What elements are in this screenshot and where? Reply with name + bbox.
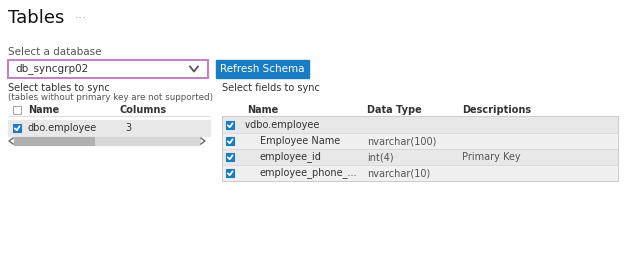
Text: Refresh Schema: Refresh Schema xyxy=(220,64,305,74)
Text: employee_id: employee_id xyxy=(260,152,322,163)
Bar xyxy=(222,149,618,165)
Bar xyxy=(14,137,200,145)
Text: Select tables to sync: Select tables to sync xyxy=(8,83,110,93)
Text: Primary Key: Primary Key xyxy=(462,152,520,162)
Text: Select a database: Select a database xyxy=(8,47,102,57)
Bar xyxy=(8,60,208,78)
Bar xyxy=(8,120,210,136)
Bar xyxy=(226,169,234,177)
Bar xyxy=(13,124,21,132)
Text: Select fields to sync: Select fields to sync xyxy=(222,83,320,93)
Bar xyxy=(222,165,618,181)
Text: Data Type: Data Type xyxy=(367,105,422,115)
Text: Name: Name xyxy=(28,105,59,115)
Text: dbo.employee: dbo.employee xyxy=(28,123,97,133)
Bar xyxy=(226,137,234,145)
Bar xyxy=(226,153,234,161)
Text: Tables: Tables xyxy=(8,9,64,27)
Bar xyxy=(222,116,618,181)
Text: nvarchar(10): nvarchar(10) xyxy=(367,168,431,178)
Bar xyxy=(13,106,21,114)
Text: ∨dbo.employee: ∨dbo.employee xyxy=(244,120,320,130)
Bar xyxy=(222,117,618,133)
Text: 3: 3 xyxy=(125,123,131,133)
Text: (tables without primary key are not supported): (tables without primary key are not supp… xyxy=(8,92,213,102)
Text: employee_phone_...: employee_phone_... xyxy=(260,168,358,179)
Bar xyxy=(226,121,234,129)
Text: Columns: Columns xyxy=(120,105,167,115)
Bar xyxy=(222,133,618,149)
Text: Descriptions: Descriptions xyxy=(462,105,531,115)
Text: int(4): int(4) xyxy=(367,152,394,162)
Text: Name: Name xyxy=(247,105,278,115)
Text: ···: ··· xyxy=(75,12,87,25)
Bar xyxy=(216,60,309,78)
Bar xyxy=(14,137,94,145)
Text: db_syncgrp02: db_syncgrp02 xyxy=(15,63,88,75)
Text: Employee Name: Employee Name xyxy=(260,136,340,146)
Text: nvarchar(100): nvarchar(100) xyxy=(367,136,436,146)
